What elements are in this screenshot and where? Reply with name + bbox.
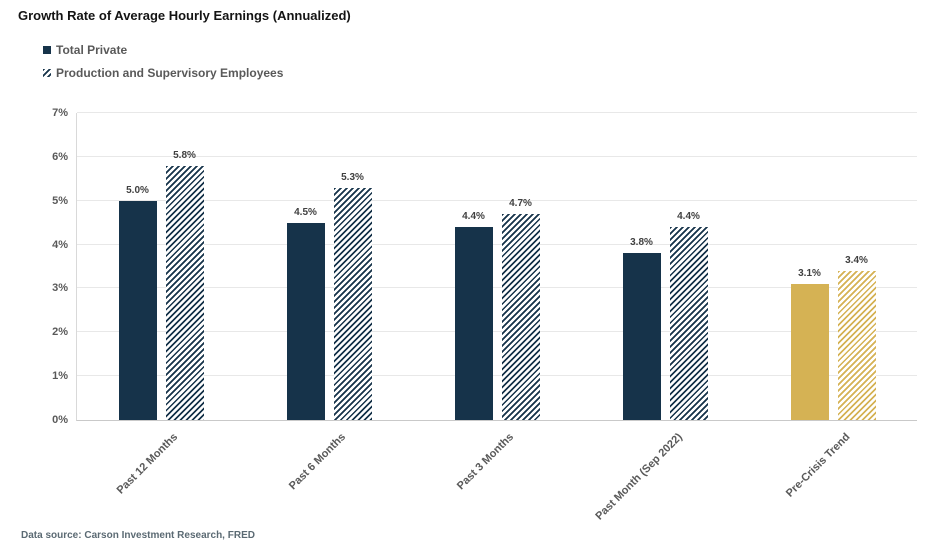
bar-total-private: 5.0% xyxy=(118,185,157,420)
bar-total-private: 3.1% xyxy=(790,268,829,420)
bar-value-label: 3.4% xyxy=(845,254,868,266)
gridline xyxy=(77,243,917,245)
y-axis-tick-label: 1% xyxy=(52,370,68,383)
x-axis-category-label: Past 6 Months xyxy=(287,431,349,493)
bar-value-label: 5.3% xyxy=(341,171,364,183)
bars-layer: 5.0% 5.8% 4.5% 5.3% 4.4% 4.7% 3.8% 4.4% 3.1% 3.4% xyxy=(77,113,917,420)
y-axis: 0% 1% 2% 3% 4% 5% 6% 7% xyxy=(0,107,68,426)
x-axis-category-label: Past Month (Sep 2022) xyxy=(593,431,685,523)
bar-total-private: 4.5% xyxy=(286,207,325,420)
bar-value-label: 5.0% xyxy=(126,184,149,196)
legend-swatch-solid-icon xyxy=(43,45,51,54)
gridline xyxy=(77,199,917,201)
chart-title: Growth Rate of Average Hourly Earnings (… xyxy=(18,8,351,23)
y-axis-tick-label: 0% xyxy=(52,414,68,426)
x-axis-category-label: Past 12 Months xyxy=(114,431,181,497)
y-axis-tick-label: 2% xyxy=(52,326,68,339)
bar-total-private: 4.4% xyxy=(454,211,493,420)
bar-production-and-supervisory-employees: 5.3% xyxy=(333,172,372,420)
bar-value-label: 4.4% xyxy=(677,211,700,223)
bar-value-label: 5.8% xyxy=(173,149,196,161)
gridline xyxy=(77,375,917,377)
legend-label-total-private: Total Private xyxy=(56,42,128,57)
gridline xyxy=(77,155,917,157)
plot-area: 5.0% 5.8% 4.5% 5.3% 4.4% 4.7% 3.8% 4.4% 3.1% 3.4% xyxy=(76,112,917,421)
legend-label-production-supervisory: Production and Supervisory Employees xyxy=(56,65,284,80)
legend-swatch-hatch-icon xyxy=(43,68,51,77)
bar-production-and-supervisory-employees: 4.4% xyxy=(669,211,708,420)
legend: Total Private Production and Supervisory… xyxy=(43,38,283,84)
bar-group: 4.5% 5.3% xyxy=(245,113,413,420)
bar-total-private: 3.8% xyxy=(622,237,661,420)
bar-group: 5.0% 5.8% xyxy=(77,113,245,420)
x-axis-category-label: Pre-Crisis Trend xyxy=(783,431,853,500)
bar-group: 3.1% 3.4% xyxy=(749,113,917,420)
legend-item-production-supervisory: Production and Supervisory Employees xyxy=(43,61,283,84)
bar-value-label: 3.8% xyxy=(630,237,653,249)
data-source-note: Data source: Carson Investment Research,… xyxy=(21,530,255,541)
bar-group: 3.8% 4.4% xyxy=(581,113,749,420)
gridline xyxy=(77,112,917,113)
x-axis-category-label: Past 3 Months xyxy=(455,431,517,493)
y-axis-tick-label: 6% xyxy=(52,150,68,163)
bar-production-and-supervisory-employees: 4.7% xyxy=(501,198,540,420)
y-axis-tick-label: 3% xyxy=(52,282,68,295)
y-axis-tick-label: 7% xyxy=(52,107,68,119)
gridline xyxy=(77,331,917,333)
bar-value-label: 4.7% xyxy=(509,197,532,209)
bar-value-label: 3.1% xyxy=(798,268,821,280)
x-axis: Past 12 Months Past 6 Months Past 3 Months… xyxy=(76,419,916,529)
legend-item-total-private: Total Private xyxy=(43,38,283,61)
bar-production-and-supervisory-employees: 5.8% xyxy=(165,150,204,420)
bar-value-label: 4.5% xyxy=(294,206,317,218)
bar-value-label: 4.4% xyxy=(462,211,485,223)
y-axis-tick-label: 5% xyxy=(52,194,68,207)
y-axis-tick-label: 4% xyxy=(52,238,68,251)
gridline xyxy=(77,287,917,289)
bar-production-and-supervisory-employees: 3.4% xyxy=(837,255,876,420)
bar-group: 4.4% 4.7% xyxy=(413,113,581,420)
